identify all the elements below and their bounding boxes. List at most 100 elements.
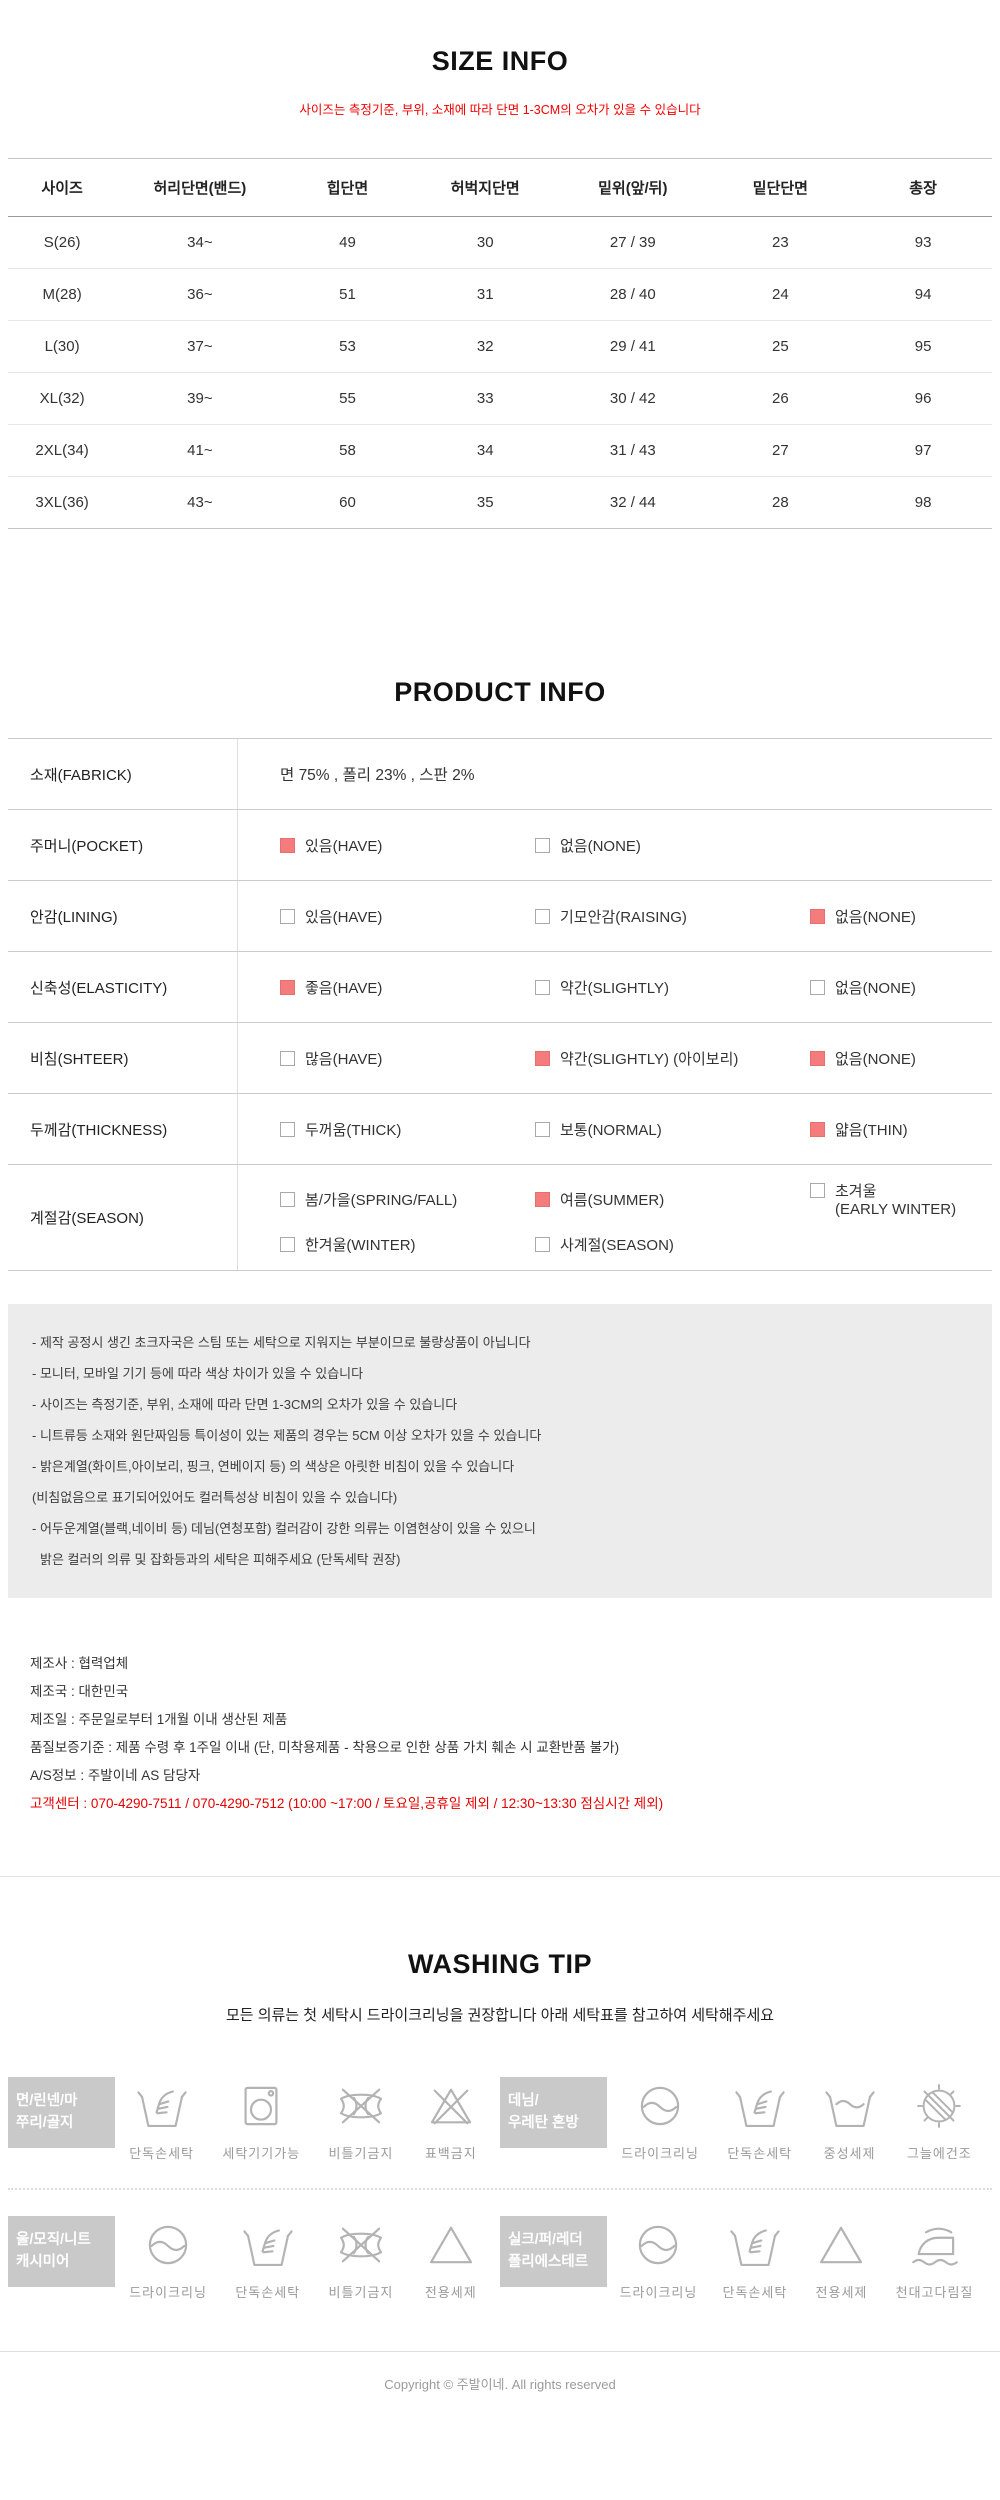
wash-category-label: 면/린넨/마 쭈리/골지 [8, 2077, 115, 2148]
option: 없음(NONE) [535, 835, 810, 856]
size-cell: 30 [411, 216, 559, 269]
copyright-text: Copyright © 주발이네. All rights reserved [384, 2377, 616, 2392]
size-cell: XL(32) [8, 372, 117, 425]
option-label: 없음(NONE) [835, 908, 916, 926]
category-line: 캐시미어 [16, 2254, 70, 2271]
maker-line: 품질보증기준 : 제품 수령 후 1주일 이내 (단, 미착용제품 - 착용으로… [30, 1740, 620, 1755]
washing-tip-title: WASHING TIP [407, 1949, 592, 1979]
option-label-line2: (EARLY WINTER) [835, 1201, 957, 1218]
option: 없음(NONE) [810, 1048, 992, 1069]
size-cell: 32 [411, 320, 559, 373]
size-col-header: 밑위(앞/뒤) [559, 158, 707, 217]
option-label: 봄/가을(SPRING/FALL) [305, 1191, 458, 1209]
size-col-header: 힙단면 [283, 158, 412, 217]
wash-item: 전용세제 [422, 2216, 480, 2301]
size-cell: 28 / 40 [559, 268, 707, 321]
checkbox [535, 979, 550, 995]
size-cell: 31 / 43 [559, 424, 707, 477]
option-label: 있음(HAVE) [305, 908, 383, 926]
size-cell: 33 [411, 372, 559, 425]
wash-caption: 표백금지 [424, 2146, 477, 2161]
size-info-section: SIZE INFO 사이즈는 측정기준, 부위, 소재에 따라 단면 1-3CM… [0, 0, 1000, 529]
notice-line: 밝은 컬러의 의류 및 잡화등과의 세탁은 피해주세요 (단독세탁 권장) [40, 1552, 401, 1567]
wash-item: 비틀기금지 [329, 2077, 394, 2162]
hand-wash-icon [723, 2216, 788, 2274]
hand-wash-icon [129, 2077, 194, 2135]
size-cell: 28 [706, 476, 855, 529]
option-label: 많음(HAVE) [305, 1050, 383, 1068]
option-label: 한겨울(WINTER) [305, 1237, 416, 1254]
size-cell: 43~ [116, 476, 284, 529]
notice-line: - 니트류등 소재와 원단짜임등 특이성이 있는 제품의 경우는 5CM 이상 … [32, 1428, 542, 1443]
row-label: 신축성(ELASTICITY) [8, 952, 238, 1022]
option-label: 두꺼움(THICK) [305, 1121, 402, 1139]
washing-tip-subtitle: 모든 의류는 첫 세탁시 드라이크리닝을 권장합니다 아래 세탁표를 참고하여 … [225, 2007, 775, 2024]
wash-item: 전용세제 [812, 2216, 870, 2301]
dry-clean-icon [129, 2216, 207, 2274]
size-cell: 58 [283, 424, 412, 477]
wash-category-label: 울/모직/니트 캐시미어 [8, 2216, 115, 2287]
dry-clean-icon [621, 2077, 699, 2135]
option: 사계절(SEASON) [535, 1234, 810, 1255]
option: 약간(SLIGHTLY) (아이보리) [535, 1048, 810, 1069]
size-cell: 24 [706, 268, 855, 321]
checkbox [280, 1191, 295, 1207]
wash-group-denim: 데님/ 우레탄 혼방 드라이크리닝 단독손세탁 [500, 2077, 992, 2162]
checkbox [810, 1121, 825, 1137]
hand-wash-icon [727, 2077, 792, 2135]
option: 있음(HAVE) [280, 835, 535, 856]
option: 얇음(THIN) [810, 1119, 992, 1140]
neutral-detergent-icon [821, 2077, 879, 2135]
option-label: 없음(NONE) [835, 979, 916, 997]
option: 없음(NONE) [810, 906, 992, 927]
checkbox [535, 1121, 550, 1137]
washing-row-2: 울/모직/니트 캐시미어 드라이크리닝 단독손세탁 [8, 2216, 992, 2301]
size-table: 사이즈 허리단면(밴드) 힙단면 허벅지단면 밑위(앞/뒤) 밑단단면 총장 S… [8, 158, 992, 529]
notice-line: - 밝은계열(화이트,아이보리, 핑크, 연베이지 등) 의 색상은 아릿한 비… [32, 1459, 515, 1474]
size-cell: 53 [283, 320, 412, 373]
size-cell: S(26) [8, 216, 117, 269]
size-cell: M(28) [8, 268, 117, 321]
checkbox [280, 1237, 295, 1252]
checkbox [280, 837, 295, 853]
wash-caption: 단독손세탁 [722, 2285, 788, 2300]
maker-line: 제조사 : 협력업체 [30, 1656, 129, 1671]
row-label: 두께감(THICKNESS) [8, 1094, 238, 1164]
notice-line: - 제작 공정시 생긴 초크자국은 스팀 또는 세탁으로 지워지는 부분이므로 … [32, 1335, 531, 1350]
option-label: 보통(NORMAL) [560, 1121, 662, 1139]
product-row-elasticity: 신축성(ELASTICITY) 좋음(HAVE) 약간(SLIGHTLY) 없음… [8, 952, 992, 1023]
size-cell: 41~ [116, 424, 284, 477]
no-wring-icon [329, 2077, 394, 2135]
wash-group-silk: 실크/퍼/레더 폴리에스테르 드라이크리닝 단독손세탁 [500, 2216, 992, 2301]
maker-info: 제조사 : 협력업체 제조국 : 대한민국 제조일 : 주문일로부터 1개월 이… [30, 1650, 1000, 1818]
size-cell: 95 [854, 320, 992, 373]
wash-item: 세탁기기가능 [222, 2077, 300, 2162]
category-line: 실크/퍼/레더 [508, 2232, 583, 2248]
size-cell: 60 [283, 476, 412, 529]
special-detergent-icon [422, 2216, 480, 2274]
shade-dry-icon [907, 2077, 972, 2135]
option: 여름(SUMMER) [535, 1189, 810, 1210]
option: 기모안감(RAISING) [535, 906, 810, 927]
size-cell: 94 [854, 268, 992, 321]
size-cell: 2XL(34) [8, 424, 117, 477]
wash-caption: 드라이크리닝 [129, 2285, 207, 2300]
maker-line: 제조일 : 주문일로부터 1개월 이내 생산된 제품 [30, 1712, 288, 1727]
machine-wash-icon [222, 2077, 300, 2135]
option: 한겨울(WINTER) [280, 1234, 535, 1255]
wash-item: 단독손세탁 [235, 2216, 300, 2301]
dotted-divider [8, 2188, 992, 2190]
checkbox [810, 1050, 825, 1066]
wash-caption: 비틀기금지 [328, 2285, 394, 2300]
wash-group-wool: 울/모직/니트 캐시미어 드라이크리닝 단독손세탁 [8, 2216, 500, 2301]
size-cell: 37~ [116, 320, 284, 373]
option: 보통(NORMAL) [535, 1119, 810, 1140]
option-label: 약간(SLIGHTLY) [560, 979, 670, 997]
size-table-row: M(28) 36~ 51 31 28 / 40 24 94 [8, 268, 992, 321]
option-label: 좋음(HAVE) [305, 979, 383, 997]
maker-line: A/S정보 : 주발이네 AS 담당자 [30, 1768, 201, 1783]
product-row-fabric: 소재(FABRICK) 면 75% , 폴리 23% , 스판 2% [8, 739, 992, 810]
checkbox [280, 979, 295, 995]
row-label: 비침(SHTEER) [8, 1023, 238, 1093]
